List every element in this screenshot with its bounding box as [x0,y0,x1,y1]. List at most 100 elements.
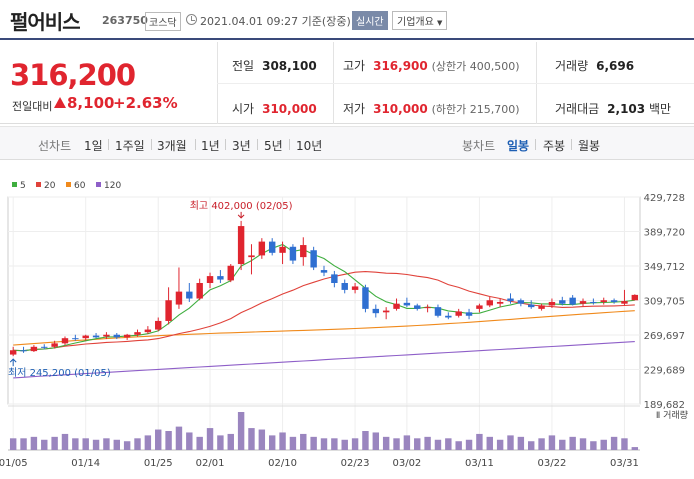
stat-label: 저가 [343,102,366,116]
stat-upper-limit: (상한가 400,500) [431,60,520,73]
stat-value: 6,696 [596,59,635,73]
volume-bar [600,439,607,450]
period-3m[interactable]: 3개월 [157,139,187,153]
divider [108,139,109,150]
volume-bar [424,436,431,450]
candle-body [372,308,380,314]
candle-body [414,305,421,309]
stat-low: 저가 310,000 (하한가 215,700) [343,100,520,117]
candle-body [351,286,359,290]
volume-label: Ⅱ 거래량 [656,409,688,421]
candle-body [548,301,556,306]
candle-body [175,291,183,305]
candle-body [382,310,390,313]
candle-body [486,300,493,306]
candle-body [144,329,152,333]
volume-bar [134,438,141,450]
volume-bar [528,441,535,450]
x-tick-label: 03/22 [538,458,567,469]
ma60-line [13,310,635,346]
volume-bar [268,435,276,450]
y-tick-label: 309,705 [644,297,685,308]
candle-body [310,250,317,268]
volume-bar [279,432,286,450]
period-1y[interactable]: 1년 [201,139,220,153]
candle-body [621,301,628,304]
volume-bar [548,435,556,450]
volume-bar [248,428,255,450]
candle-body [434,307,442,316]
candle-body [20,350,27,352]
candle-body [237,226,245,265]
volume-bar [82,438,89,450]
candle-body [289,246,297,261]
y-tick-label: 349,712 [644,262,685,273]
divider [217,83,694,84]
candle-body [72,338,79,340]
volume-bar [341,439,348,450]
candle-body [165,300,172,321]
divider [151,139,152,150]
realtime-badge: 실시간 [352,11,388,30]
volume-bar [362,431,369,450]
period-1w[interactable]: 1주일 [115,139,145,153]
stat-open: 시가 310,000 [232,100,317,117]
volume-bar [217,435,224,450]
volume-bar [113,439,120,450]
period-10y[interactable]: 10년 [296,139,323,153]
stat-value: 310,000 [262,102,317,116]
candle-body [496,301,504,304]
candle-body [51,343,58,347]
stat-lower-limit: (하한가 215,700) [431,103,520,116]
high-arrow [237,211,245,219]
divider [195,139,196,150]
period-daily[interactable]: 일봉 [507,139,530,153]
chart-area: 5 20 60 120 429,728 389,720 349,712 309,705 269,… [0,160,694,479]
volume-bar [331,438,338,450]
candle-body [227,265,234,281]
candle-body [9,350,17,355]
y-tick-label: 189,682 [644,400,685,411]
volume-bar [621,438,628,450]
stock-header: 펄어비스 263750 코스닥 2021.04.01 09:27 기준(장중) … [0,0,694,40]
candle-body [559,300,566,304]
legend-label: 120 [104,181,121,191]
y-tick-label: 429,728 [644,193,685,204]
change-rate: +2.63% [113,94,178,112]
period-5y[interactable]: 5년 [264,139,283,153]
stat-label: 전일 [232,59,255,73]
candle-body [600,300,607,302]
company-info-button[interactable]: 기업개요 ▼ [392,11,448,30]
candle-body [465,312,473,316]
stat-label: 거래량 [555,59,589,73]
divider [535,139,536,150]
volume-bar [465,439,473,450]
candle-body [631,294,639,301]
stat-label: 고가 [343,59,366,73]
stat-volume: 거래량 6,696 [555,57,634,74]
volume-bar [237,412,245,450]
volume-bar [559,439,566,450]
period-weekly[interactable]: 주봉 [543,139,566,153]
candle-chart-label: 봉차트 [462,139,496,153]
period-3y[interactable]: 3년 [232,139,251,153]
stat-amount: 거래대금 2,103 백만 [555,100,671,117]
y-tick-label: 389,720 [644,228,685,239]
candle-body [579,301,587,304]
x-tick-label: 01/14 [71,458,100,469]
x-tick-label: 02/01 [196,458,225,469]
clock-icon [186,14,197,25]
candle-body [217,276,224,280]
volume-bar [486,436,493,450]
period-1d[interactable]: 1일 [84,139,103,153]
volume-bar [496,439,504,450]
candle-body [92,335,100,338]
volume-bar [517,436,525,450]
company-name[interactable]: 펄어비스 [10,10,81,34]
legend-label: 20 [44,181,56,191]
volume-bar [610,436,618,450]
candle-body [341,282,348,290]
stat-unit: 백만 [648,102,672,116]
candle-body [331,274,338,283]
period-monthly[interactable]: 월봉 [578,139,601,153]
